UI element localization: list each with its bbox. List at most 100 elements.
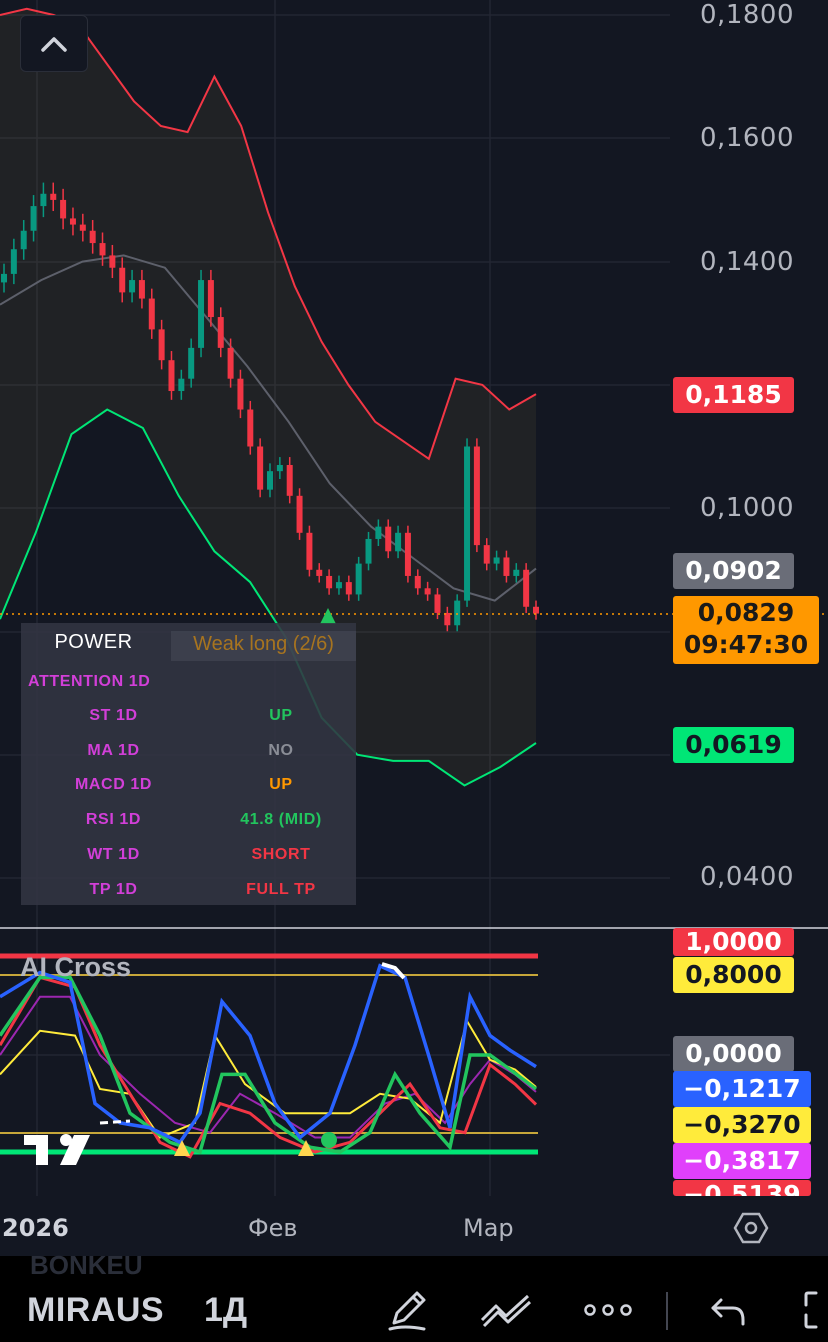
buy-signal-marker	[320, 608, 336, 624]
candle-body[interactable]	[296, 495, 303, 533]
candle-body[interactable]	[237, 378, 244, 410]
power-row: MA 1D NO	[21, 742, 356, 776]
candle-body[interactable]	[99, 243, 106, 256]
power-row-value: FULL TP	[246, 880, 316, 898]
price-axis-label: 0,1600	[700, 123, 794, 153]
indicator-level-high-tag: 0,8000	[673, 957, 794, 993]
candle-body[interactable]	[10, 249, 17, 274]
candle-body[interactable]	[286, 464, 293, 496]
price-axis-label: 0,1800	[700, 0, 794, 30]
power-row-key: TP 1D	[89, 880, 138, 898]
time-axis-label: Мар	[463, 1214, 514, 1242]
candle-body[interactable]	[50, 193, 57, 200]
indicator-purple-tag: −0,3817	[673, 1143, 811, 1179]
collapse-button[interactable]	[20, 15, 88, 72]
candle-body[interactable]	[178, 378, 185, 392]
candle-body[interactable]	[513, 569, 520, 576]
watermark-text: BONKEU	[30, 1250, 143, 1280]
candle-body[interactable]	[316, 569, 323, 576]
candle-body[interactable]	[40, 193, 47, 207]
candle-body[interactable]	[79, 224, 86, 231]
power-row-key: MACD 1D	[74, 776, 153, 794]
candle-body[interactable]	[385, 526, 392, 552]
toolbar-divider	[666, 1292, 668, 1330]
price-axis-label: 0,1000	[700, 493, 794, 523]
candle-body[interactable]	[404, 532, 411, 576]
candle-body[interactable]	[188, 347, 195, 379]
candle-body[interactable]	[424, 588, 431, 595]
indicator-title[interactable]: AI Cross	[20, 952, 132, 982]
bollinger-lower-band	[0, 408, 537, 787]
candle-body[interactable]	[207, 280, 214, 318]
fullscreen-button[interactable]	[800, 1284, 828, 1336]
power-row-value: 41.8 (MID)	[240, 811, 322, 829]
indicator-white-dash	[99, 1119, 131, 1125]
candle-body[interactable]	[375, 526, 382, 539]
candle-body[interactable]	[20, 230, 27, 250]
candle-body[interactable]	[473, 446, 480, 546]
candle-body[interactable]	[454, 600, 461, 626]
price-axis-label: 0,1400	[700, 247, 794, 277]
candle-body[interactable]	[326, 575, 333, 589]
candle-body[interactable]	[129, 280, 136, 293]
symbol-button[interactable]: MIRAUS	[27, 1291, 165, 1329]
candle-body[interactable]	[365, 538, 372, 564]
candle-body[interactable]	[217, 317, 224, 348]
candle-body[interactable]	[267, 471, 273, 490]
last-price-value: 0,0829	[697, 598, 795, 627]
candle-body[interactable]	[30, 206, 37, 231]
indicator-yellow-tag: −0,3270	[673, 1107, 811, 1143]
power-row-value: NO	[268, 741, 294, 759]
undo-icon	[711, 1298, 745, 1326]
candle-body[interactable]	[414, 575, 421, 589]
candle-body[interactable]	[198, 280, 205, 348]
power-row-value: UP	[269, 776, 293, 794]
candle-body[interactable]	[483, 545, 490, 564]
indicator-blue-line	[0, 963, 537, 1145]
candle-body[interactable]	[434, 594, 441, 613]
candle-body[interactable]	[109, 255, 116, 268]
candle-body[interactable]	[89, 230, 96, 244]
drawing-tools-button[interactable]	[382, 1284, 432, 1336]
candle-body[interactable]	[257, 446, 264, 490]
candle-body[interactable]	[1, 273, 7, 283]
candle-body[interactable]	[138, 280, 145, 299]
undo-button[interactable]	[702, 1284, 752, 1336]
candle-body[interactable]	[533, 606, 539, 614]
more-button[interactable]	[580, 1284, 636, 1336]
candle-body[interactable]	[60, 199, 67, 219]
power-row-value: UP	[269, 707, 293, 724]
candle-body[interactable]	[464, 446, 471, 601]
indicator-level-zero-tag: 0,0000	[673, 1036, 794, 1072]
indicator-red-line	[0, 975, 538, 1159]
bollinger-upper-band	[0, 7, 537, 461]
indicator-white-segment	[381, 962, 406, 980]
chart-settings-button[interactable]	[733, 1210, 769, 1246]
power-row: ST 1D UP	[21, 707, 356, 741]
candle-body[interactable]	[247, 409, 254, 447]
candle-body[interactable]	[227, 347, 234, 379]
candle-body[interactable]	[276, 464, 283, 472]
candle-body[interactable]	[148, 298, 155, 330]
candle-body[interactable]	[493, 557, 500, 564]
candle-body[interactable]	[69, 218, 76, 225]
time-axis-label: Фев	[248, 1214, 298, 1242]
bollinger-basis	[0, 254, 537, 602]
candle-body[interactable]	[119, 267, 126, 293]
candle-body[interactable]	[444, 612, 451, 626]
candle-body[interactable]	[355, 563, 362, 595]
trend-lines-icon	[480, 1294, 532, 1328]
power-status: Weak long (2/6)	[171, 631, 356, 661]
candle-body[interactable]	[335, 582, 342, 589]
indicator-purple-line	[0, 995, 537, 1139]
candle-body[interactable]	[168, 360, 175, 392]
indicators-button[interactable]	[478, 1284, 534, 1336]
candle-body[interactable]	[503, 557, 510, 576]
candle-body[interactable]	[345, 582, 352, 595]
candle-body[interactable]	[306, 532, 313, 570]
power-row-key: MA 1D	[87, 741, 140, 759]
candle-body[interactable]	[158, 329, 165, 361]
candle-body[interactable]	[395, 532, 402, 552]
candle-body[interactable]	[523, 569, 530, 607]
timeframe-button[interactable]: 1Д	[204, 1291, 248, 1329]
